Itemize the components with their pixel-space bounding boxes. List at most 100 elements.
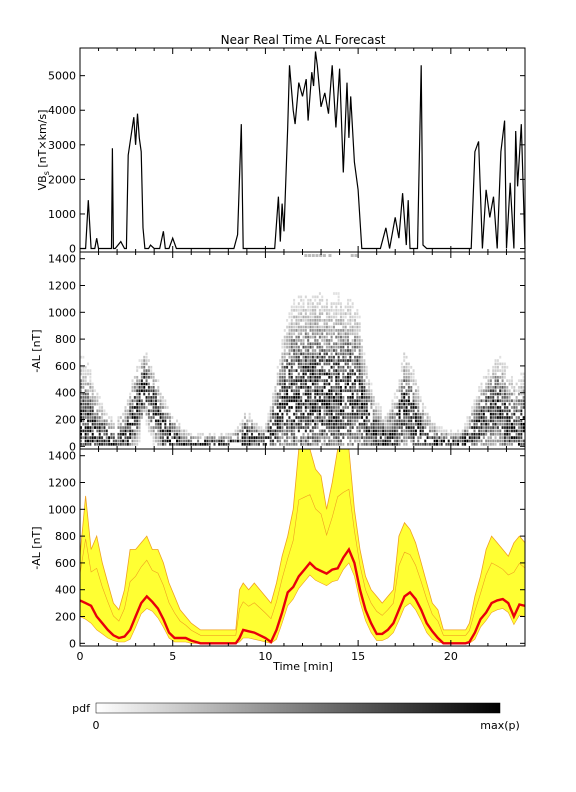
pdf-cell [365, 409, 368, 413]
pdf-cell [234, 432, 237, 436]
pdf-cell [80, 409, 82, 413]
pdf-cell [337, 375, 340, 379]
pdf-cell [290, 419, 293, 423]
pdf-cell [356, 359, 359, 362]
pdf-cell [307, 432, 310, 436]
pdf-cell [307, 389, 310, 393]
pdf-cell [288, 342, 291, 346]
pdf-cell [157, 429, 160, 433]
pdf-cell [496, 412, 499, 416]
pdf-cell [318, 325, 321, 329]
pdf-cell [344, 402, 347, 406]
pdf-cell [241, 426, 244, 429]
pdf-cell [328, 429, 331, 433]
pdf-cell [424, 412, 427, 416]
pdf-cell [482, 375, 485, 379]
pdf-cell [361, 412, 364, 416]
pdf-cell [311, 319, 314, 322]
pdf-cell [227, 432, 230, 436]
pdf-cell [328, 355, 331, 359]
pdf-cell [304, 409, 307, 413]
pdf-cell [82, 399, 85, 403]
pdf-cell [361, 442, 364, 446]
pdf-cell [269, 409, 272, 413]
pdf-cell [283, 439, 286, 443]
pdf-cell [159, 419, 162, 423]
pdf-cell [166, 429, 169, 433]
pdf-cell [506, 429, 509, 433]
pdf-cell [281, 402, 284, 406]
pdf-cell [286, 325, 289, 329]
pdf-cell [347, 442, 349, 446]
pdf-cell [281, 342, 284, 346]
pdf-cell [356, 419, 359, 423]
pdf-cell [262, 442, 265, 446]
pdf-cell [335, 369, 338, 372]
pdf-cell [487, 379, 490, 382]
pdf-cell [452, 432, 455, 436]
pdf-cell [300, 308, 303, 312]
pdf-cell [258, 432, 260, 436]
pdf-cell [311, 308, 314, 312]
pdf-cell [501, 439, 504, 443]
pdf-cell [124, 439, 127, 443]
pdf-cell [405, 379, 408, 382]
pdf-cell [279, 392, 282, 396]
pdf-cell [379, 422, 382, 426]
pdf-cell [349, 369, 352, 372]
pdf-cell [304, 325, 307, 329]
pdf-cell [243, 416, 246, 419]
pdf-cell [150, 386, 153, 389]
pdf-cell [87, 409, 90, 413]
pdf-cell [297, 315, 300, 319]
pdf-cell [330, 442, 333, 446]
pdf-cell [290, 355, 293, 359]
pdf-cell [323, 355, 326, 359]
pdf-cell [445, 432, 448, 436]
pdf-cell [112, 436, 115, 439]
pdf-cell [332, 349, 335, 352]
pdf-cell [96, 436, 99, 439]
pdf-cell [339, 369, 342, 372]
pdf-cell [464, 429, 467, 433]
pdf-cell [91, 402, 94, 406]
pdf-cell [508, 439, 511, 443]
pdf-cell [354, 399, 357, 403]
pdf-cell [342, 442, 345, 446]
pdf-cell [436, 436, 438, 439]
pdf-cell [122, 419, 125, 423]
pdf-cell [335, 292, 338, 295]
pdf-cell [246, 419, 249, 423]
pdf-cell [108, 442, 111, 446]
pdf-cell [229, 432, 232, 436]
pdf-cell [297, 295, 300, 299]
pdf-cell [82, 436, 85, 439]
pdf-cell [393, 419, 396, 423]
pdf-cell [358, 412, 361, 416]
pdf-cell [403, 392, 406, 396]
pdf-outlier-point [319, 254, 323, 258]
pdf-cell [185, 429, 188, 433]
pdf-cell [494, 406, 497, 409]
pdf-cell [344, 315, 347, 319]
pdf-cell [304, 416, 307, 419]
pdf-cell [501, 409, 504, 413]
pdf-cell [309, 416, 312, 419]
pdf-cell [412, 429, 415, 433]
pdf-cell [342, 436, 345, 439]
pdf-cell [140, 389, 143, 393]
pdf-cell [520, 382, 523, 386]
pdf-cell [347, 406, 349, 409]
pdf-cell [169, 416, 171, 419]
pdf-cell [393, 439, 396, 443]
pdf-cell [396, 396, 399, 399]
pdf-cell [108, 436, 111, 439]
pdf-cell [325, 372, 328, 376]
pdf-cell [318, 416, 321, 419]
pdf-cell [482, 419, 485, 423]
pdf-cell [339, 426, 342, 429]
pdf-cell [124, 442, 127, 446]
pdf-cell [161, 439, 164, 443]
pdf-cell [414, 396, 417, 399]
pdf-cell [250, 429, 253, 433]
